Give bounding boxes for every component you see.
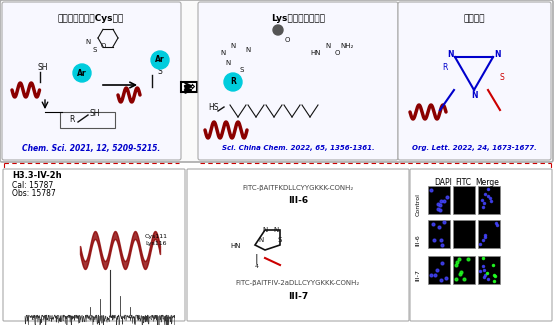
Text: Sci. China Chem. 2022, 65, 1356-1361.: Sci. China Chem. 2022, 65, 1356-1361. (222, 145, 375, 151)
Circle shape (273, 25, 283, 35)
Text: Lys116: Lys116 (145, 241, 167, 246)
Text: ⇒: ⇒ (183, 80, 195, 94)
Text: Obs: 15787: Obs: 15787 (12, 189, 56, 198)
FancyBboxPatch shape (428, 220, 450, 248)
Text: FITC: FITC (455, 178, 471, 187)
Text: SH: SH (38, 63, 49, 72)
FancyBboxPatch shape (410, 169, 552, 321)
Text: N: N (262, 227, 267, 233)
Text: HN: HN (310, 50, 321, 56)
FancyBboxPatch shape (0, 0, 553, 162)
Text: Chem. Sci. 2021, 12, 5209-5215.: Chem. Sci. 2021, 12, 5209-5215. (22, 144, 160, 152)
Circle shape (73, 64, 91, 82)
Text: 18000: 18000 (155, 316, 172, 321)
Text: O: O (285, 37, 290, 43)
FancyBboxPatch shape (478, 256, 500, 284)
FancyBboxPatch shape (398, 2, 551, 160)
FancyBboxPatch shape (453, 186, 475, 214)
Text: N: N (225, 60, 230, 66)
Text: FITC-βAITFKDLLCYYGKKK-CONH₂: FITC-βAITFKDLLCYYGKKK-CONH₂ (243, 185, 353, 191)
Text: Org. Lett. 2022, 24, 1673-1677.: Org. Lett. 2022, 24, 1673-1677. (412, 145, 536, 151)
Text: 14000: 14000 (30, 316, 48, 321)
Text: Cal: 15787: Cal: 15787 (12, 181, 53, 190)
Text: 可切割及可调控Cys修饰: 可切割及可调控Cys修饰 (58, 14, 124, 23)
Text: III-6: III-6 (288, 196, 308, 205)
FancyBboxPatch shape (478, 186, 500, 214)
Text: Control: Control (416, 194, 420, 216)
Text: N: N (220, 50, 225, 56)
Text: N: N (230, 43, 235, 49)
Text: SH: SH (90, 109, 100, 118)
Text: DAPI: DAPI (434, 178, 452, 187)
Text: III-6: III-6 (416, 234, 420, 246)
Text: Lys位点选择性修饰: Lys位点选择性修饰 (271, 14, 325, 23)
Text: HS: HS (208, 103, 218, 112)
Text: Merge: Merge (475, 178, 499, 187)
Text: 4: 4 (255, 264, 259, 269)
Text: R: R (230, 77, 236, 86)
Text: O: O (100, 43, 106, 49)
Text: |: | (255, 254, 259, 265)
FancyBboxPatch shape (187, 169, 409, 321)
Text: N: N (258, 237, 263, 243)
Text: Ar: Ar (155, 56, 165, 64)
Text: III-7: III-7 (416, 269, 420, 281)
Text: S: S (158, 68, 162, 76)
Text: N: N (471, 90, 477, 99)
Text: R: R (442, 63, 448, 72)
Text: R: R (69, 115, 75, 124)
FancyBboxPatch shape (2, 2, 181, 160)
Text: S: S (278, 237, 283, 243)
Text: NH₂: NH₂ (340, 43, 353, 49)
Text: N: N (494, 50, 501, 59)
Text: N: N (85, 39, 91, 45)
Text: S: S (500, 73, 504, 83)
FancyBboxPatch shape (198, 2, 398, 160)
Text: Cys111: Cys111 (145, 234, 168, 239)
Text: N: N (273, 227, 278, 233)
Text: Ar: Ar (77, 69, 87, 77)
Text: H3.3-IV-2h: H3.3-IV-2h (12, 171, 61, 180)
Circle shape (151, 51, 169, 69)
Text: S: S (240, 67, 244, 73)
Text: 多肽环化: 多肽环化 (463, 14, 485, 23)
FancyBboxPatch shape (428, 256, 450, 284)
FancyBboxPatch shape (478, 220, 500, 248)
FancyBboxPatch shape (453, 256, 475, 284)
Text: FITC-βAITFIV-2aDLLCYYGKKK-CONH₂: FITC-βAITFIV-2aDLLCYYGKKK-CONH₂ (236, 280, 360, 286)
Text: O: O (335, 50, 340, 56)
Text: S: S (93, 47, 97, 53)
Text: N: N (325, 43, 330, 49)
Text: 16000: 16000 (87, 316, 105, 321)
Text: HN: HN (230, 243, 240, 249)
FancyBboxPatch shape (181, 82, 197, 92)
Text: N: N (448, 50, 454, 59)
Circle shape (224, 73, 242, 91)
Text: III-7: III-7 (288, 292, 308, 301)
Text: N: N (245, 47, 250, 53)
FancyBboxPatch shape (3, 169, 185, 321)
FancyBboxPatch shape (428, 186, 450, 214)
FancyBboxPatch shape (453, 220, 475, 248)
